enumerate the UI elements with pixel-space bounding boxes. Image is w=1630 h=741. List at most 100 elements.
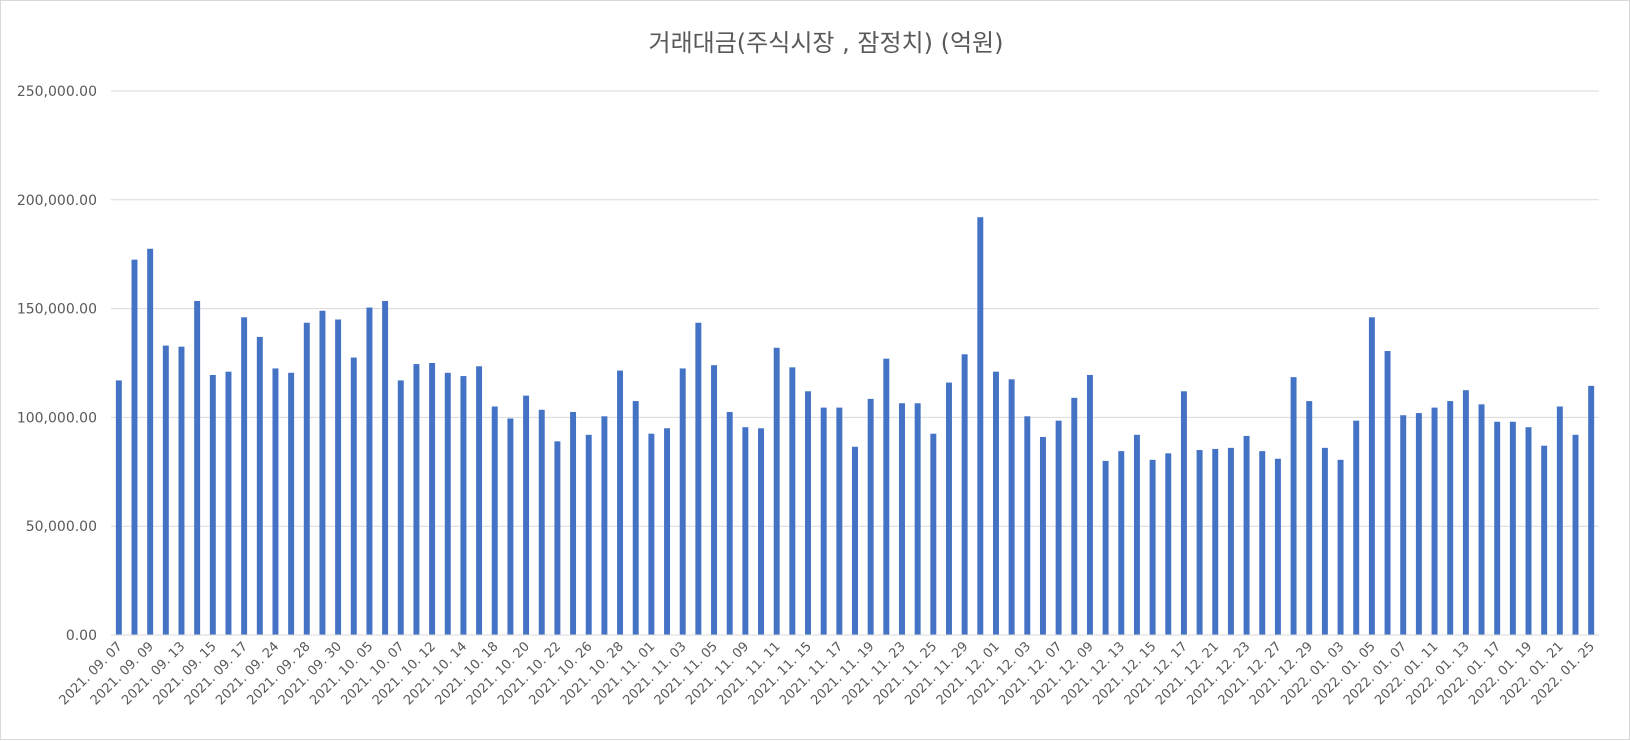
- bar: [946, 382, 952, 635]
- bar: [1353, 420, 1360, 635]
- bar: [1039, 436, 1046, 635]
- bar: [1478, 404, 1485, 635]
- bar: [1447, 401, 1454, 635]
- bar: [773, 347, 780, 635]
- bar: [742, 427, 749, 635]
- bar: [288, 372, 295, 635]
- bar: [570, 411, 577, 635]
- bar: [1243, 435, 1250, 635]
- bar: [413, 364, 420, 635]
- bar: [131, 259, 138, 635]
- bar: [977, 217, 984, 635]
- bar: [1024, 416, 1031, 635]
- bar: [1071, 397, 1078, 635]
- bar: [491, 406, 498, 635]
- bar: [695, 322, 702, 635]
- bar: [303, 322, 310, 635]
- bar: [852, 446, 858, 635]
- bar: [241, 317, 248, 635]
- bar: [899, 403, 905, 635]
- bar: [1415, 413, 1422, 635]
- gridlines: [111, 90, 1599, 527]
- bar: [1541, 445, 1548, 635]
- bar: [648, 433, 655, 635]
- bar: [209, 374, 216, 635]
- bar: [225, 371, 232, 635]
- y-tick-label: 250,000.00: [17, 84, 97, 100]
- bar: [115, 380, 122, 635]
- bar: [711, 365, 718, 635]
- bar: [1165, 453, 1172, 635]
- bar: [366, 307, 373, 635]
- bar: [1384, 351, 1391, 635]
- bar: [1572, 434, 1579, 635]
- bar: [538, 409, 545, 635]
- bar: [867, 398, 874, 635]
- bar: [1321, 447, 1328, 635]
- bar: [632, 401, 639, 635]
- bar: [914, 403, 921, 635]
- bar: [758, 428, 764, 635]
- bar: [429, 363, 436, 635]
- bars: [115, 217, 1595, 635]
- bar: [1055, 420, 1062, 635]
- bar: [883, 358, 890, 635]
- bar: [1102, 460, 1109, 635]
- bar: [601, 416, 608, 635]
- bar: [444, 372, 451, 635]
- bar: [350, 357, 357, 635]
- y-tick-label: 100,000.00: [17, 410, 97, 426]
- bar: [617, 370, 624, 635]
- bar: [992, 371, 999, 635]
- bar: [194, 300, 201, 635]
- bar: [1462, 390, 1469, 635]
- bar: [820, 407, 827, 635]
- bar: [1008, 379, 1015, 635]
- bar: [1368, 317, 1375, 635]
- bar: [1227, 447, 1234, 635]
- bar: [1556, 406, 1563, 635]
- bar: [1212, 448, 1219, 635]
- bar: [789, 367, 796, 635]
- y-tick-label: 150,000.00: [17, 302, 97, 318]
- bar: [1274, 458, 1281, 635]
- bar: [805, 391, 811, 635]
- bar: [1180, 391, 1187, 635]
- bar: [1290, 377, 1297, 635]
- bar: [1431, 407, 1438, 635]
- bar: [679, 368, 686, 635]
- bar: [1337, 459, 1344, 635]
- bar: [836, 407, 843, 635]
- bar: [1196, 450, 1203, 635]
- bar: [1259, 451, 1266, 635]
- bar: [1588, 385, 1595, 635]
- bar: [147, 248, 154, 635]
- bar: [460, 376, 467, 635]
- bar: [961, 354, 968, 635]
- bar: [335, 319, 342, 635]
- bar: [1118, 451, 1125, 635]
- bar: [256, 336, 263, 635]
- bar: [1149, 459, 1156, 635]
- bar: [1509, 421, 1516, 635]
- bar: [1494, 421, 1501, 635]
- bar: [507, 418, 514, 635]
- bar: [319, 310, 326, 635]
- y-tick-label: 0.00: [66, 628, 97, 644]
- bar: [382, 300, 389, 635]
- chart-title: 거래대금(주식시장 , 잠정치) (억원): [648, 29, 1003, 57]
- bar: [585, 434, 592, 635]
- bar: [1306, 401, 1313, 635]
- bar: [726, 411, 733, 635]
- y-tick-label: 50,000.00: [26, 519, 97, 535]
- y-axis-ticks: 0.00 50,000.00 100,000.00 150,000.00 200,000…: [17, 84, 97, 644]
- y-tick-label: 200,000.00: [17, 193, 97, 209]
- bar: [554, 441, 561, 635]
- bar: [162, 345, 169, 635]
- bar: [930, 433, 937, 635]
- bar: [397, 380, 404, 635]
- bar: [178, 346, 185, 635]
